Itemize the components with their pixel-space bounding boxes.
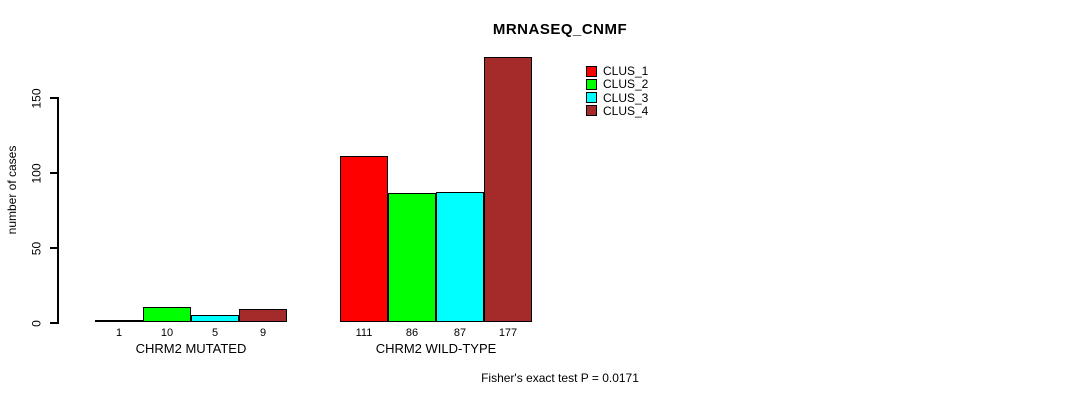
y-tick-label: 0 bbox=[29, 319, 44, 327]
bar-value-label: 10 bbox=[160, 327, 174, 339]
legend-item-clus_4: CLUS_4 bbox=[586, 105, 648, 117]
legend-item-clus_3: CLUS_3 bbox=[586, 92, 648, 104]
fisher-test-annotation: Fisher's exact test P = 0.0171 bbox=[481, 371, 639, 385]
bar-clus_4-mutated bbox=[239, 308, 287, 322]
bar-value-label: 177 bbox=[498, 327, 518, 339]
legend-item-clus_2: CLUS_2 bbox=[586, 78, 648, 90]
legend-color-swatch bbox=[586, 105, 597, 117]
chart-title: MRNASEQ_CNMF bbox=[492, 21, 628, 38]
y-tick-label: 50 bbox=[29, 241, 44, 255]
legend-color-swatch bbox=[586, 65, 597, 77]
x-category-label: CHRM2 WILD-TYPE bbox=[375, 341, 497, 356]
legend-label: CLUS_1 bbox=[603, 64, 649, 78]
bar-value-label: 5 bbox=[211, 327, 219, 339]
y-axis-tick bbox=[50, 172, 57, 174]
legend-item-clus_1: CLUS_1 bbox=[586, 65, 648, 77]
legend-color-swatch bbox=[586, 92, 597, 104]
bar-clus_3-mutated bbox=[191, 314, 239, 322]
y-axis-tick bbox=[50, 247, 57, 249]
y-tick-label: 150 bbox=[29, 87, 44, 109]
y-axis-tick bbox=[50, 322, 57, 324]
legend-label: CLUS_2 bbox=[603, 77, 649, 92]
bar-clus_3-wildtype bbox=[436, 191, 484, 322]
bar-value-label: 1 bbox=[115, 327, 123, 339]
bar-clus_2-wildtype bbox=[388, 193, 436, 322]
bar-value-label: 87 bbox=[453, 327, 467, 339]
y-axis-line bbox=[57, 97, 59, 324]
legend-label: CLUS_3 bbox=[603, 90, 649, 105]
x-category-label: CHRM2 MUTATED bbox=[135, 341, 247, 356]
bar-clus_4-wildtype bbox=[484, 56, 532, 322]
bar-value-label: 86 bbox=[405, 327, 419, 339]
legend-label: CLUS_4 bbox=[603, 103, 649, 118]
bar-value-label: 9 bbox=[259, 327, 267, 339]
bar-clus_1-wildtype bbox=[340, 155, 388, 322]
bar-clus_1-mutated bbox=[95, 320, 143, 322]
y-axis-label: number of cases bbox=[5, 145, 19, 235]
legend-color-swatch bbox=[586, 78, 597, 90]
y-axis-tick bbox=[50, 97, 57, 99]
y-tick-label: 100 bbox=[29, 162, 44, 184]
bar-clus_2-mutated bbox=[143, 307, 191, 322]
bar-value-label: 111 bbox=[355, 327, 373, 339]
